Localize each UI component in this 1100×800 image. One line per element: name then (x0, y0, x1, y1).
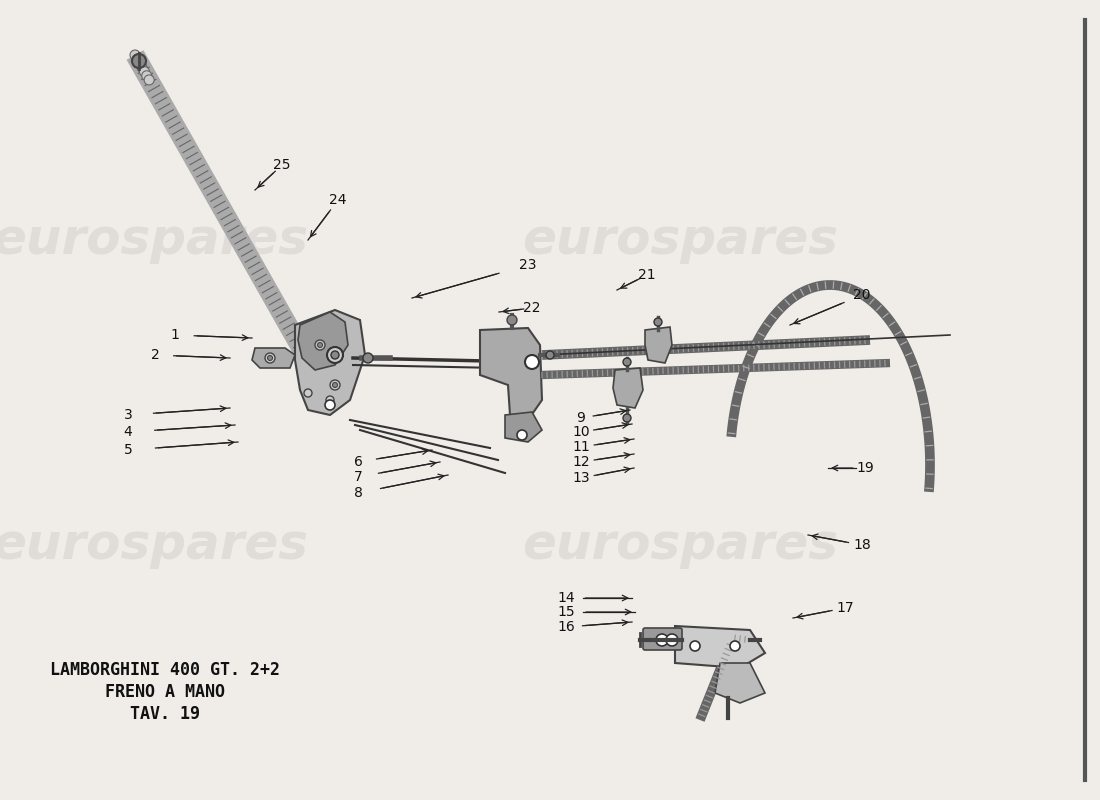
Circle shape (132, 54, 142, 64)
Circle shape (130, 50, 140, 60)
FancyBboxPatch shape (644, 628, 682, 650)
Text: 20: 20 (854, 288, 871, 302)
Circle shape (525, 355, 539, 369)
Polygon shape (645, 327, 672, 363)
Text: 15: 15 (558, 605, 575, 619)
Circle shape (363, 353, 373, 363)
Text: TAV. 19: TAV. 19 (130, 705, 200, 723)
Text: LAMBORGHINI 400 GT. 2+2: LAMBORGHINI 400 GT. 2+2 (50, 661, 280, 679)
Text: 5: 5 (123, 443, 132, 457)
Text: 3: 3 (123, 408, 132, 422)
Text: eurospares: eurospares (0, 521, 308, 569)
Polygon shape (252, 348, 295, 368)
Circle shape (656, 634, 668, 646)
Text: 9: 9 (576, 411, 585, 425)
Polygon shape (675, 626, 764, 668)
Text: 6: 6 (353, 455, 362, 469)
Circle shape (132, 54, 146, 68)
Polygon shape (505, 412, 542, 442)
Circle shape (507, 315, 517, 325)
Circle shape (140, 66, 150, 77)
Polygon shape (480, 328, 542, 420)
Text: 10: 10 (572, 425, 590, 439)
Circle shape (138, 62, 147, 73)
Circle shape (730, 641, 740, 651)
Text: 23: 23 (519, 258, 537, 272)
Circle shape (623, 358, 631, 366)
Circle shape (327, 347, 343, 363)
Text: 19: 19 (856, 461, 873, 475)
Circle shape (332, 382, 338, 387)
Text: 14: 14 (558, 591, 575, 605)
Circle shape (546, 351, 554, 359)
Circle shape (517, 430, 527, 440)
Text: 13: 13 (572, 471, 590, 485)
Circle shape (331, 351, 339, 359)
Circle shape (265, 353, 275, 363)
Text: 1: 1 (170, 328, 179, 342)
Text: 12: 12 (572, 455, 590, 469)
Circle shape (144, 75, 154, 85)
Circle shape (324, 400, 336, 410)
Text: 2: 2 (151, 348, 160, 362)
Circle shape (304, 389, 312, 397)
Circle shape (267, 355, 273, 361)
Polygon shape (613, 368, 644, 408)
Polygon shape (298, 312, 348, 370)
Circle shape (330, 380, 340, 390)
Circle shape (315, 340, 324, 350)
Text: eurospares: eurospares (522, 521, 838, 569)
Text: 4: 4 (123, 425, 132, 439)
Text: 18: 18 (854, 538, 871, 552)
Text: 16: 16 (557, 620, 575, 634)
Circle shape (690, 641, 700, 651)
Circle shape (623, 414, 631, 422)
Text: 7: 7 (353, 470, 362, 484)
Text: eurospares: eurospares (0, 216, 308, 264)
Text: 11: 11 (572, 440, 590, 454)
Circle shape (654, 318, 662, 326)
Polygon shape (295, 310, 365, 415)
Text: 24: 24 (329, 193, 346, 207)
Text: 17: 17 (836, 601, 854, 615)
Polygon shape (715, 663, 764, 703)
Text: eurospares: eurospares (522, 216, 838, 264)
Text: 8: 8 (353, 486, 362, 500)
Text: FRENO A MANO: FRENO A MANO (104, 683, 226, 701)
Circle shape (326, 396, 334, 404)
Circle shape (142, 70, 152, 81)
Text: 25: 25 (273, 158, 290, 172)
Text: 22: 22 (524, 301, 541, 315)
Circle shape (666, 634, 678, 646)
Circle shape (134, 58, 145, 68)
Text: 21: 21 (638, 268, 656, 282)
Circle shape (318, 342, 322, 347)
